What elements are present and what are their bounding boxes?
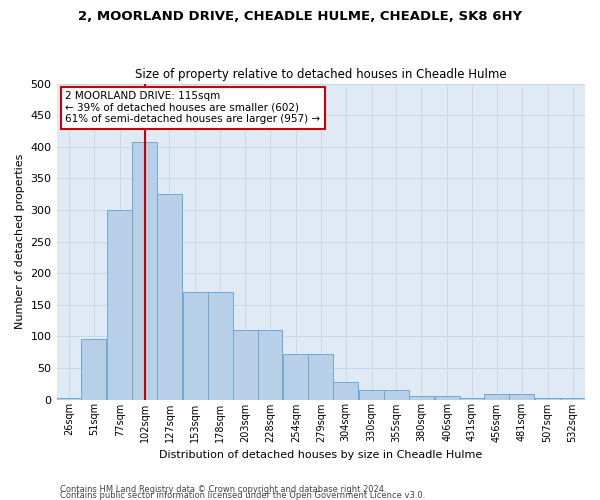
Bar [283, 354, 308, 400]
Bar [460, 398, 484, 400]
Bar [435, 396, 460, 400]
Bar [82, 340, 106, 400]
Bar [308, 354, 333, 400]
Bar [183, 292, 208, 400]
Text: Contains HM Land Registry data © Crown copyright and database right 2024.: Contains HM Land Registry data © Crown c… [60, 484, 386, 494]
Text: Contains public sector information licensed under the Open Government Licence v3: Contains public sector information licen… [60, 490, 425, 500]
Bar [257, 330, 283, 400]
Bar [107, 210, 132, 400]
Bar [509, 394, 534, 400]
Bar [56, 398, 82, 400]
X-axis label: Distribution of detached houses by size in Cheadle Hulme: Distribution of detached houses by size … [159, 450, 482, 460]
Bar [535, 398, 560, 400]
Bar [132, 142, 157, 400]
Y-axis label: Number of detached properties: Number of detached properties [15, 154, 25, 329]
Bar [560, 398, 585, 400]
Title: Size of property relative to detached houses in Cheadle Hulme: Size of property relative to detached ho… [135, 68, 506, 81]
Text: 2 MOORLAND DRIVE: 115sqm
← 39% of detached houses are smaller (602)
61% of semi-: 2 MOORLAND DRIVE: 115sqm ← 39% of detach… [65, 91, 320, 124]
Bar [233, 330, 257, 400]
Text: 2, MOORLAND DRIVE, CHEADLE HULME, CHEADLE, SK8 6HY: 2, MOORLAND DRIVE, CHEADLE HULME, CHEADL… [78, 10, 522, 23]
Bar [384, 390, 409, 400]
Bar [359, 390, 384, 400]
Bar [409, 396, 434, 400]
Bar [157, 194, 182, 400]
Bar [484, 394, 509, 400]
Bar [208, 292, 233, 400]
Bar [333, 382, 358, 400]
